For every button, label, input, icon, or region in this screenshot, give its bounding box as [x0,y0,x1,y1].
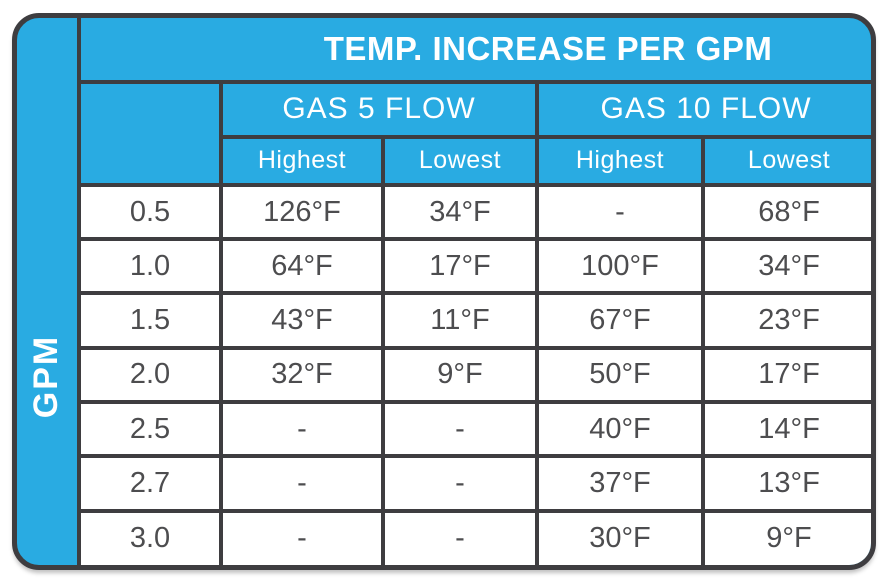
value-cell: - [219,400,385,459]
table-row: 2.5 - - 40°F 14°F [77,400,871,459]
value-cell: 11°F [381,291,539,350]
table-row: 2.7 - - 37°F 13°F [77,454,871,513]
value-cell: 126°F [219,182,385,242]
value-cell: 30°F [535,508,705,565]
value-cell: 100°F [535,237,705,296]
table-row: 1.5 43°F 11°F 67°F 23°F [77,291,871,350]
value-cell: 43°F [219,291,385,350]
value-cell: - [219,508,385,565]
gpm-row-label: 3.0 [77,508,223,565]
subheader-gas10-highest: Highest [535,134,705,187]
value-cell: 67°F [535,291,705,350]
group-header-gas5: GAS 5 FLOW [219,80,539,139]
table-row: 1.0 64°F 17°F 100°F 34°F [77,237,871,296]
value-cell: 40°F [535,400,705,459]
subheader-row: Highest Lowest Highest Lowest [79,134,871,187]
value-cell: - [381,400,539,459]
value-cell: 9°F [381,345,539,405]
subheader-gas5-highest: Highest [219,134,385,187]
table-row: 0.5 126°F 34°F - 68°F [77,182,871,242]
table-row: 3.0 - - 30°F 9°F [77,508,871,565]
value-cell: - [381,454,539,513]
value-cell: 37°F [535,454,705,513]
gpm-row-label: 0.5 [77,182,223,242]
gpm-row-label: 1.5 [77,291,223,350]
value-cell: - [219,454,385,513]
corner-empty-cell [77,80,223,187]
gpm-side-label: GPM [17,191,77,561]
value-cell: 50°F [535,345,705,405]
gpm-row-label: 2.7 [77,454,223,513]
group-header-row: GAS 5 FLOW GAS 10 FLOW [77,80,871,187]
subheader-gas10-lowest: Lowest [700,134,871,187]
subheader-gas5-lowest: Lowest [381,134,539,187]
value-cell: - [381,508,539,565]
table-title: TEMP. INCREASE PER GPM [76,18,871,85]
table-row: 2.0 32°F 9°F 50°F 17°F [77,345,871,405]
gpm-row-label: 1.0 [77,237,223,296]
value-cell: 13°F [700,454,871,513]
value-cell: - [535,182,705,242]
value-cell: 34°F [700,237,871,296]
gpm-side-label-text: GPM [27,334,66,418]
gpm-row-label: 2.0 [77,345,223,405]
temp-increase-table: TEMP. INCREASE PER GPM GAS 5 FLOW GAS 10… [76,18,871,565]
group-header-gas10: GAS 10 FLOW [534,80,871,139]
value-cell: 64°F [219,237,385,296]
value-cell: 34°F [381,182,539,242]
value-cell: 68°F [700,182,871,242]
temp-increase-table-card: GPM TEMP. INCREASE PER GPM GAS 5 FLOW GA… [12,13,876,570]
value-cell: 14°F [700,400,871,459]
value-cell: 9°F [700,508,871,565]
value-cell: 17°F [700,345,871,405]
value-cell: 23°F [700,291,871,350]
value-cell: 32°F [219,345,385,405]
value-cell: 17°F [381,237,539,296]
gpm-row-label: 2.5 [77,400,223,459]
table-title-row: TEMP. INCREASE PER GPM [76,18,871,85]
